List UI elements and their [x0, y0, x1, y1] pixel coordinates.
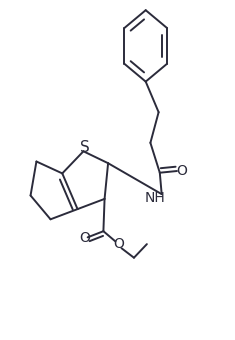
Text: O: O	[79, 231, 90, 245]
Text: S: S	[80, 140, 90, 155]
Text: O: O	[177, 164, 188, 178]
Text: NH: NH	[145, 191, 165, 205]
Text: O: O	[113, 237, 124, 251]
